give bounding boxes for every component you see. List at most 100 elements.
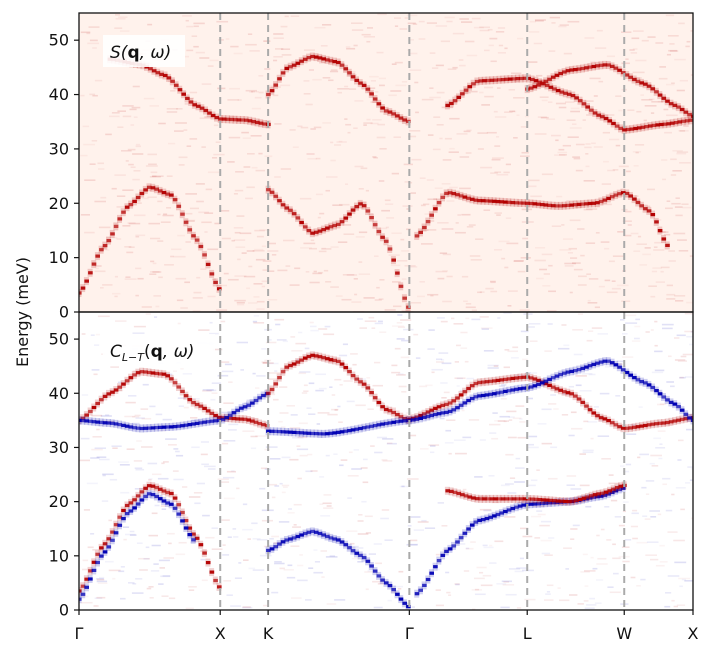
noise-streak — [634, 325, 641, 328]
noise-streak — [437, 222, 449, 224]
noise-streak — [615, 144, 621, 147]
branch-point-upper_3 — [471, 82, 476, 86]
noise-streak — [397, 314, 403, 316]
noise-streak — [408, 266, 418, 268]
noise-streak — [190, 417, 198, 419]
branch-point-upper_3 — [522, 76, 528, 80]
noise-streak — [594, 306, 600, 309]
noise-streak — [677, 360, 687, 362]
branch-point-lower_3 — [635, 200, 641, 205]
noise-streak — [658, 457, 663, 460]
noise-streak — [624, 210, 632, 213]
branch-point-red_upper_3 — [444, 402, 449, 406]
noise-streak — [102, 284, 113, 286]
noise-streak — [206, 389, 217, 392]
noise-streak — [412, 23, 418, 25]
noise-streak — [671, 599, 675, 602]
noise-streak — [289, 458, 299, 461]
branch-point-upper_1 — [258, 121, 264, 125]
noise-streak — [209, 59, 219, 62]
noise-streak — [243, 275, 256, 278]
noise-streak — [325, 281, 332, 283]
noise-streak — [493, 110, 498, 113]
branch-point-blue_upper_1 — [246, 403, 252, 407]
noise-streak — [220, 320, 226, 323]
noise-streak — [556, 195, 563, 198]
noise-streak — [505, 483, 514, 485]
noise-streak — [666, 298, 676, 300]
branch-point-lower_2 — [336, 222, 341, 226]
noise-streak — [430, 294, 434, 297]
noise-streak — [105, 133, 112, 136]
branch-point-blue_upper_3 — [650, 385, 656, 390]
noise-streak — [318, 250, 327, 253]
noise-streak — [196, 200, 204, 203]
branch-point-upper_3 — [644, 125, 649, 129]
noise-streak — [400, 356, 410, 359]
noise-streak — [255, 169, 265, 172]
branch-point-upper_4 — [628, 75, 633, 79]
noise-streak — [265, 446, 278, 448]
noise-streak — [81, 333, 86, 335]
noise-streak — [679, 585, 683, 588]
noise-streak — [222, 544, 226, 546]
branch-point-upper_4 — [657, 93, 663, 97]
noise-streak — [654, 369, 665, 372]
noise-streak — [671, 493, 675, 496]
noise-streak — [170, 255, 174, 258]
branch-point-upper_2 — [269, 89, 275, 93]
noise-streak — [539, 96, 549, 98]
noise-streak — [582, 553, 588, 556]
branch-point-upper_2 — [398, 116, 404, 120]
noise-streak — [431, 371, 435, 374]
branch-point-red_upper_1 — [150, 371, 156, 375]
noise-streak — [609, 591, 621, 594]
noise-streak — [381, 509, 390, 511]
noise-streak — [622, 510, 626, 513]
noise-streak — [583, 600, 589, 602]
branch-point-lower_1 — [187, 228, 193, 232]
noise-streak — [184, 103, 189, 105]
branch-point-red_upper_1 — [132, 373, 137, 377]
noise-streak — [622, 220, 632, 222]
noise-streak — [621, 300, 631, 302]
noise-streak — [607, 586, 614, 588]
branch-point-lower_3 — [657, 229, 663, 233]
branch-point-blue_upper_1 — [80, 419, 86, 423]
noise-streak — [441, 397, 447, 399]
noise-streak — [354, 165, 364, 168]
branch-point-red_lower_3 — [493, 497, 498, 501]
noise-streak — [267, 299, 278, 301]
branch-point-upper_2 — [336, 60, 341, 65]
noise-streak — [434, 187, 443, 189]
noise-streak — [693, 577, 701, 579]
noise-streak — [553, 408, 559, 410]
noise-streak — [368, 87, 376, 89]
noise-streak — [297, 477, 302, 480]
top-panel: S(q, ω) — [79, 13, 693, 312]
branch-point-lower_1 — [165, 192, 170, 196]
noise-streak — [526, 484, 536, 487]
noise-streak — [413, 333, 419, 336]
branch-point-red_lower_3 — [511, 497, 517, 501]
noise-streak — [168, 142, 176, 145]
noise-streak — [116, 238, 122, 240]
branch-point-lower_1 — [198, 244, 204, 249]
branch-point-red_lower_3 — [567, 500, 572, 504]
branch-point-blue_upper_1 — [213, 419, 218, 423]
noise-streak — [677, 459, 682, 461]
branch-point-red_upper_1 — [202, 406, 207, 410]
noise-streak — [305, 103, 313, 106]
noise-streak — [363, 122, 373, 124]
noise-streak — [177, 322, 181, 325]
noise-streak — [112, 577, 116, 580]
noise-streak — [386, 442, 397, 445]
noise-streak — [246, 250, 255, 252]
noise-streak — [454, 377, 466, 379]
noise-streak — [645, 480, 655, 482]
noise-streak — [490, 280, 496, 283]
noise-streak — [585, 505, 592, 508]
branch-point-upper_1 — [262, 122, 267, 126]
noise-streak — [644, 518, 651, 520]
noise-streak — [158, 559, 170, 562]
